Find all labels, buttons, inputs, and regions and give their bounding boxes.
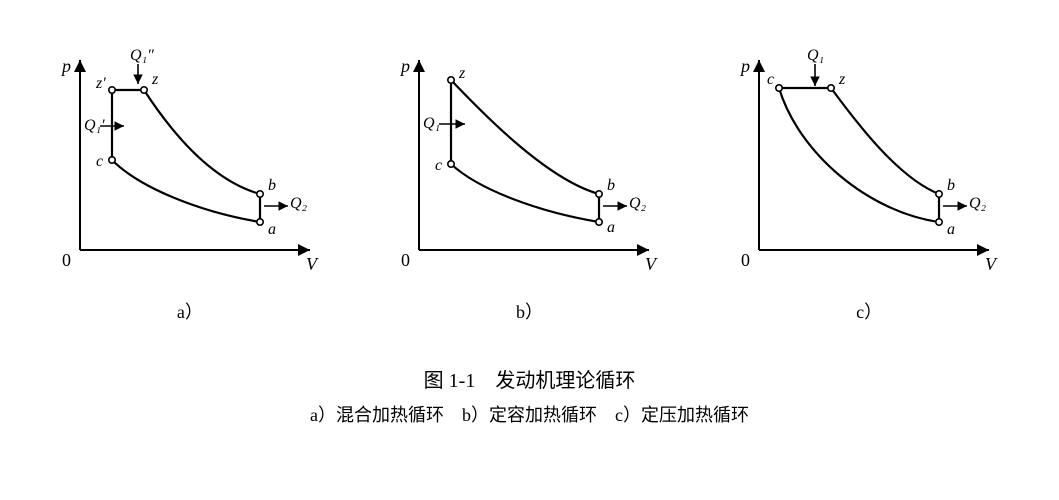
svg-text:V: V xyxy=(985,254,998,274)
svg-text:p: p xyxy=(399,56,410,76)
svg-text:V: V xyxy=(306,254,319,274)
svg-text:z′: z′ xyxy=(95,75,106,92)
panel-label-c: c） xyxy=(856,298,882,324)
pv-diagram-b: p V 0 c z b a Q₁ Q₂ b） xyxy=(379,30,679,324)
svg-text:c: c xyxy=(767,71,774,88)
pv-diagram-c: p V 0 c z b a Q₁ Q₂ c） xyxy=(719,30,1019,324)
caption-subtitle: a）混合加热循环 b）定容加热循环 c）定压加热循环 xyxy=(0,401,1059,427)
svg-text:z: z xyxy=(151,71,159,88)
svg-text:z: z xyxy=(838,71,846,88)
svg-text:a: a xyxy=(607,219,615,236)
svg-text:0: 0 xyxy=(401,250,410,270)
svg-text:b: b xyxy=(607,177,615,194)
figure-caption: 图 1-1 发动机理论循环 a）混合加热循环 b）定容加热循环 c）定压加热循环 xyxy=(0,364,1059,427)
pv-diagram-svg-a: pV0cz′zbaQ₁′Q₁″Q₂ xyxy=(40,30,340,290)
svg-text:Q₁: Q₁ xyxy=(423,115,440,132)
svg-text:c: c xyxy=(96,153,103,170)
svg-text:0: 0 xyxy=(62,250,71,270)
svg-text:V: V xyxy=(645,254,658,274)
svg-text:p: p xyxy=(60,56,71,76)
svg-text:z: z xyxy=(458,65,466,82)
panel-label-a: a） xyxy=(177,298,203,324)
figure-row: pV0cz′zbaQ₁′Q₁″Q₂a）pV0czbaQ₁Q₂b）pV0czbaQ… xyxy=(0,0,1059,324)
svg-text:Q₁: Q₁ xyxy=(807,47,824,64)
svg-text:Q₁″: Q₁″ xyxy=(130,47,154,64)
svg-text:a: a xyxy=(268,221,276,238)
svg-text:0: 0 xyxy=(741,250,750,270)
panel-label-b: b） xyxy=(516,298,543,324)
pv-diagram-svg-b: p V 0 c z b a Q₁ Q₂ xyxy=(379,30,679,290)
svg-text:b: b xyxy=(947,177,955,194)
pv-diagram-svg-c: p V 0 c z b a Q₁ Q₂ xyxy=(719,30,1019,290)
svg-text:b: b xyxy=(268,177,276,194)
svg-text:a: a xyxy=(947,221,955,238)
svg-text:c: c xyxy=(435,157,442,174)
svg-text:Q₂: Q₂ xyxy=(969,195,987,212)
svg-text:p: p xyxy=(739,56,750,76)
pv-diagram-a: pV0cz′zbaQ₁′Q₁″Q₂a） xyxy=(40,30,340,324)
svg-text:Q₂: Q₂ xyxy=(629,195,647,212)
svg-text:Q₂: Q₂ xyxy=(290,195,308,212)
caption-title: 图 1-1 发动机理论循环 xyxy=(0,364,1059,393)
